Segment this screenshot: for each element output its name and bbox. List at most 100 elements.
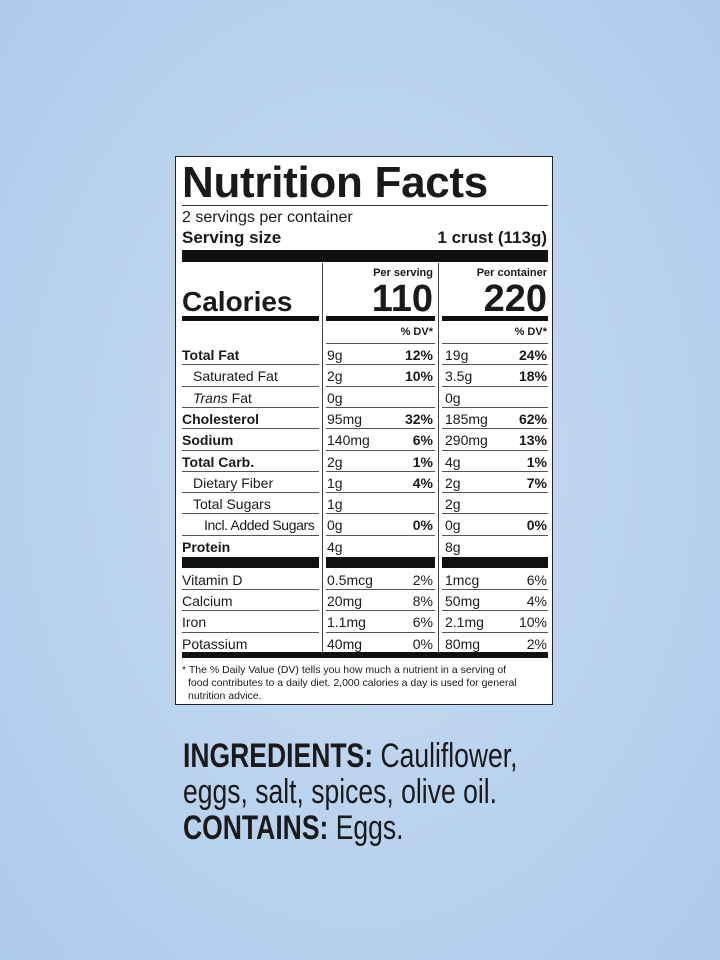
- nutrient-name-text: Saturated Fat: [193, 368, 278, 385]
- row-line: [442, 364, 548, 366]
- nutrient-name: Dietary Fiber: [193, 476, 273, 490]
- amount: 0g: [327, 517, 343, 534]
- dv-header: % DV*: [400, 326, 433, 338]
- nutrient-name-text: Total Sugars: [193, 496, 271, 513]
- row-line: [326, 610, 435, 612]
- row-line: [326, 513, 435, 515]
- daily-value: 0%: [412, 635, 433, 652]
- amount: 4g: [445, 453, 461, 470]
- daily-value: 6%: [412, 432, 433, 449]
- ingredients: INGREDIENTS: Cauliflower, eggs, salt, sp…: [183, 738, 550, 810]
- amount: 3.5g: [445, 368, 473, 385]
- nutrient-name-text: Protein: [182, 538, 231, 555]
- daily-value: 1%: [526, 453, 547, 470]
- daily-value: 62%: [518, 410, 547, 427]
- row-line: [182, 406, 319, 408]
- row-line: [326, 470, 435, 472]
- nutrient-name: Total Sugars: [193, 497, 271, 511]
- row-line: [442, 428, 548, 430]
- row-line: [326, 492, 435, 494]
- contains: CONTAINS: Eggs.: [183, 810, 404, 846]
- daily-value: 6%: [526, 572, 547, 588]
- row-line: [182, 449, 319, 451]
- daily-value: 4%: [526, 593, 547, 610]
- thick-bar: [442, 557, 548, 568]
- contains-text: Eggs.: [335, 809, 404, 847]
- daily-value: 10%: [518, 614, 547, 631]
- nutrient-name-text: Cholesterol: [182, 410, 260, 427]
- calories-per-serving: 110: [371, 278, 433, 320]
- row-line: [182, 470, 319, 472]
- daily-value: 7%: [526, 474, 547, 491]
- row-line: [442, 534, 548, 536]
- row-line: [326, 631, 435, 633]
- ingredients-text: Cauliflower, eggs, salt, spices, olive o…: [183, 737, 518, 811]
- nutrient-name-text: Vitamin D: [182, 572, 243, 588]
- row-line: [326, 589, 435, 591]
- row-line: [182, 534, 319, 536]
- thick-bar: [182, 250, 548, 262]
- nutrient-name: Cholesterol: [182, 412, 259, 426]
- amount: 9g: [327, 347, 343, 363]
- amount: 0g: [327, 389, 343, 406]
- row-line: [326, 428, 435, 430]
- amount: 2g: [445, 474, 461, 491]
- daily-value: 8%: [412, 593, 433, 610]
- amount: 2g: [327, 453, 343, 470]
- per-serving: Per serving: [373, 267, 433, 279]
- row-line: [326, 534, 435, 536]
- amount: 185mg: [445, 410, 488, 427]
- row-line: [442, 513, 548, 515]
- nutrient-name-text: Sodium: [182, 432, 234, 449]
- nutrition-label: Nutrition Facts 2 servings per container…: [175, 156, 553, 705]
- row-line: [182, 492, 319, 494]
- amount: 80mg: [445, 635, 481, 652]
- calories-per-container: 220: [483, 278, 547, 320]
- nutrient-name-text: Incl. Added Sugars: [204, 517, 315, 534]
- daily-value: 12%: [404, 347, 433, 363]
- nutrient-name-text: Potassium: [182, 635, 248, 652]
- row-line: [182, 610, 319, 612]
- row-line: [326, 406, 435, 408]
- daily-value: 18%: [518, 368, 547, 385]
- nutrient-name: Vitamin D: [182, 573, 242, 587]
- amount: 19g: [445, 347, 469, 363]
- amount: 95mg: [327, 410, 363, 427]
- amount: 50mg: [445, 593, 481, 610]
- title: Nutrition Facts: [182, 158, 488, 207]
- nutrient-name: Sodium: [182, 433, 233, 447]
- amount: 2g: [445, 496, 461, 513]
- amount: 2g: [327, 368, 343, 385]
- amount: 8g: [445, 538, 461, 555]
- daily-value: 24%: [518, 347, 547, 363]
- amount: 4g: [327, 538, 343, 555]
- row-line: [182, 385, 319, 387]
- amount: 140mg: [327, 432, 370, 449]
- daily-value: 2%: [412, 572, 433, 588]
- amount: 40mg: [327, 635, 363, 652]
- ingredients-label: INGREDIENTS:: [183, 737, 374, 775]
- dv-header: % DV*: [514, 326, 547, 338]
- nutrient-name: Protein: [182, 540, 230, 554]
- amount: 2.1mg: [445, 614, 484, 631]
- serving-size-label: Serving size: [182, 228, 282, 247]
- row-line: [326, 449, 435, 451]
- daily-value: 4%: [412, 474, 433, 491]
- amount: 0.5mcg: [327, 572, 373, 588]
- per-container: Per container: [476, 267, 547, 279]
- serving-size: 1 crust (113g): [437, 228, 547, 247]
- row-line: [182, 428, 319, 430]
- amount: 0g: [445, 389, 461, 406]
- thick-bar: [182, 652, 548, 658]
- thick-bar: [326, 316, 435, 321]
- thick-bar: [182, 316, 319, 321]
- row-line: [442, 343, 548, 344]
- row-line: [442, 406, 548, 408]
- nutrient-name-text: Iron: [182, 614, 207, 631]
- row-line: [442, 492, 548, 494]
- nutrient-name: Trans Fat: [193, 391, 252, 405]
- nutrient-name: Incl. Added Sugars: [204, 517, 315, 534]
- nutrient-name-text: Total Carb.: [182, 453, 255, 470]
- thick-bar: [326, 557, 435, 568]
